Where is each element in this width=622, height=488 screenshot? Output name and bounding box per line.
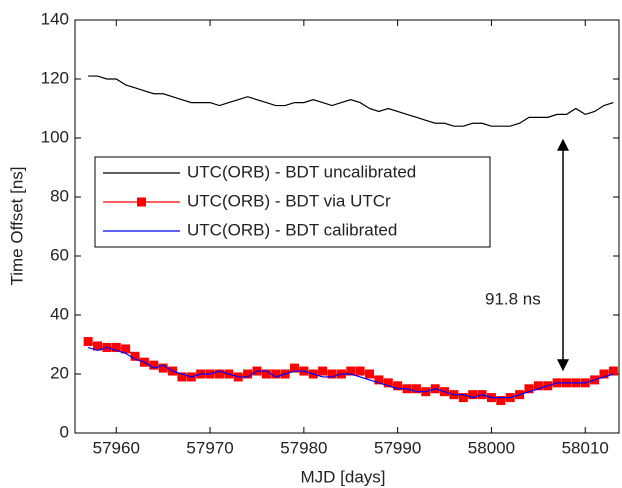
marker [93, 341, 103, 351]
x-tick-label: 57960 [93, 438, 140, 457]
x-tick-label: 57990 [374, 438, 421, 457]
y-tick-label: 140 [41, 9, 69, 28]
x-tick-label: 58010 [562, 438, 609, 457]
marker [261, 369, 271, 379]
marker [599, 369, 609, 379]
marker [411, 384, 421, 394]
plot-frame [74, 19, 620, 434]
marker [346, 366, 356, 376]
marker [524, 384, 534, 394]
x-tick-label: 57980 [280, 438, 327, 457]
annotation: 91.8 ns [485, 289, 541, 308]
marker [130, 351, 140, 361]
legend-marker [137, 197, 146, 207]
marker [121, 344, 131, 354]
marker [496, 396, 506, 406]
y-tick-label: 0 [60, 422, 69, 441]
y-tick-label: 100 [41, 127, 69, 146]
marker [365, 369, 375, 379]
y-tick-label: 20 [50, 363, 69, 382]
y-axis-label: Time Offset [ns] [7, 166, 26, 285]
marker [318, 366, 328, 376]
series-line [88, 75, 614, 127]
marker [458, 393, 468, 403]
marker [355, 366, 365, 376]
x-tick-label: 57970 [186, 438, 233, 457]
x-tick-label: 58000 [468, 438, 515, 457]
marker [149, 360, 159, 370]
legend-label: UTC(ORB) - BDT via UTCr [187, 191, 391, 210]
marker [177, 372, 187, 382]
y-tick-label: 40 [50, 304, 69, 323]
marker [243, 369, 253, 379]
legend-label: UTC(ORB) - BDT uncalibrated [187, 162, 416, 181]
legend-label: UTC(ORB) - BDT calibrated [187, 220, 397, 239]
marker [374, 375, 384, 385]
marker [533, 381, 543, 391]
marker [393, 381, 403, 391]
y-tick-label: 80 [50, 186, 69, 205]
marker [271, 369, 281, 379]
marker [608, 366, 618, 376]
marker [289, 363, 299, 373]
marker [327, 369, 337, 379]
plot-area [74, 19, 620, 434]
x-axis-label: MJD [days] [300, 467, 385, 486]
series-line [87, 346, 614, 399]
marker [468, 390, 478, 400]
marker [383, 378, 393, 388]
marker [111, 342, 121, 352]
marker [83, 337, 93, 347]
y-tick-label: 60 [50, 245, 69, 264]
marker [158, 363, 168, 373]
marker [214, 369, 224, 379]
y-tick-label: 120 [41, 68, 69, 87]
